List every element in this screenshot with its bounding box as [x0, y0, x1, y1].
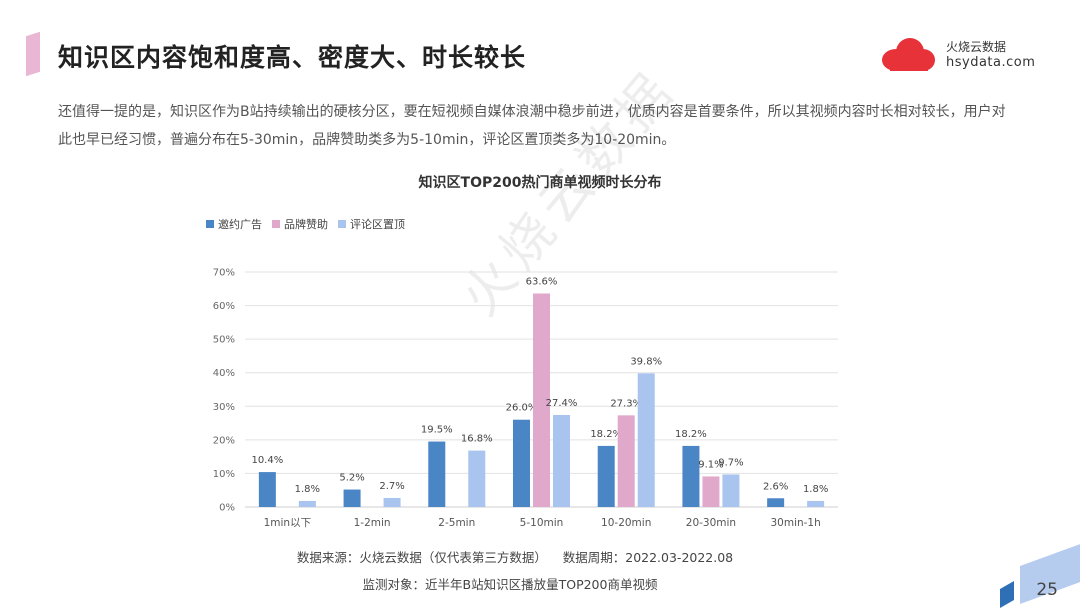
data-label: 1.8% — [295, 484, 320, 495]
x-tick-label: 30min-1h — [770, 517, 820, 529]
bar-3 — [637, 373, 655, 507]
x-tick-label: 1min以下 — [264, 517, 311, 529]
logo-domain: hsydata.com — [946, 55, 1036, 70]
data-source-note: 数据来源：火烧云数据（仅代表第三方数据） 数据周期：2022.03-2022.0… — [296, 550, 734, 565]
cloud-logo-icon — [882, 38, 935, 71]
y-tick-label: 40% — [213, 368, 235, 379]
y-tick-label: 50% — [213, 335, 235, 346]
x-tick-label: 5-10min — [520, 517, 564, 529]
bar-1 — [513, 419, 530, 507]
data-label: 26.0% — [506, 403, 538, 414]
bar-2 — [533, 293, 550, 507]
page-number: 25 — [1036, 580, 1058, 600]
bar-2 — [702, 476, 720, 507]
bar-3 — [807, 500, 825, 507]
x-tick-label: 20-30min — [686, 517, 736, 529]
data-label: 63.6% — [526, 276, 558, 287]
data-label: 19.5% — [421, 425, 453, 436]
data-label: 18.2% — [675, 429, 707, 440]
bar-3 — [468, 450, 486, 507]
bar-1 — [597, 445, 615, 507]
bar-3 — [722, 474, 740, 507]
x-tick-label: 10-20min — [601, 517, 651, 529]
legend-item-series-2: 品牌赞助 — [272, 216, 328, 232]
legend-label-series-1: 邀约广告 — [218, 218, 262, 231]
data-label: 18.2% — [590, 429, 622, 440]
data-label: 27.3% — [610, 398, 642, 409]
y-tick-label: 60% — [213, 301, 235, 312]
legend-swatch-series-2 — [272, 220, 280, 228]
legend-item-series-1: 邀约广告 — [206, 216, 262, 232]
bar-3 — [553, 415, 570, 507]
data-label: 16.8% — [461, 434, 493, 445]
bar-3 — [383, 497, 401, 507]
data-label: 39.8% — [630, 356, 662, 367]
data-label: 9.1% — [698, 459, 723, 470]
y-tick-label: 70% — [213, 268, 235, 279]
description-text: 还值得一提的是，知识区作为B站持续输出的硬核分区，要在短视频自媒体浪潮中稳步前进… — [58, 104, 1006, 148]
y-tick-label: 0% — [219, 503, 235, 514]
legend-swatch-series-1 — [206, 220, 214, 228]
data-label: 9.7% — [718, 457, 743, 468]
bar-1 — [428, 441, 446, 507]
monitor-target-note: 监测对象：近半年B站知识区播放量TOP200商单视频 — [362, 577, 658, 592]
data-label: 5.2% — [339, 473, 364, 484]
y-tick-label: 30% — [213, 402, 235, 413]
legend-label-series-3: 评论区置顶 — [350, 218, 405, 231]
data-label: 10.4% — [251, 455, 283, 466]
bar-2 — [617, 415, 635, 507]
y-tick-label: 10% — [213, 469, 235, 480]
bar-1 — [343, 489, 361, 507]
legend-item-series-3: 评论区置顶 — [338, 216, 405, 232]
x-tick-label: 2-5min — [438, 517, 475, 529]
legend-swatch-series-3 — [338, 220, 346, 228]
bar-3 — [298, 500, 316, 507]
bar-1 — [682, 445, 700, 507]
bar-1 — [258, 472, 276, 507]
logo-name: 火烧云数据 — [946, 40, 1007, 54]
page-title: 知识区内容饱和度高、密度大、时长较长 — [58, 43, 527, 72]
data-label: 2.6% — [763, 481, 788, 492]
chart-title: 知识区TOP200热门商单视频时长分布 — [418, 175, 662, 191]
bar-1 — [767, 498, 785, 507]
x-tick-label: 1-2min — [354, 517, 391, 529]
chart-legend: 邀约广告 品牌赞助 评论区置顶 — [206, 216, 405, 232]
legend-label-series-2: 品牌赞助 — [284, 218, 328, 231]
y-tick-label: 20% — [213, 435, 235, 446]
data-label: 2.7% — [379, 481, 404, 492]
brand-logo: 火烧云数据 hsydata.com — [880, 34, 1040, 74]
data-label: 1.8% — [803, 484, 828, 495]
data-label: 27.4% — [546, 398, 578, 409]
